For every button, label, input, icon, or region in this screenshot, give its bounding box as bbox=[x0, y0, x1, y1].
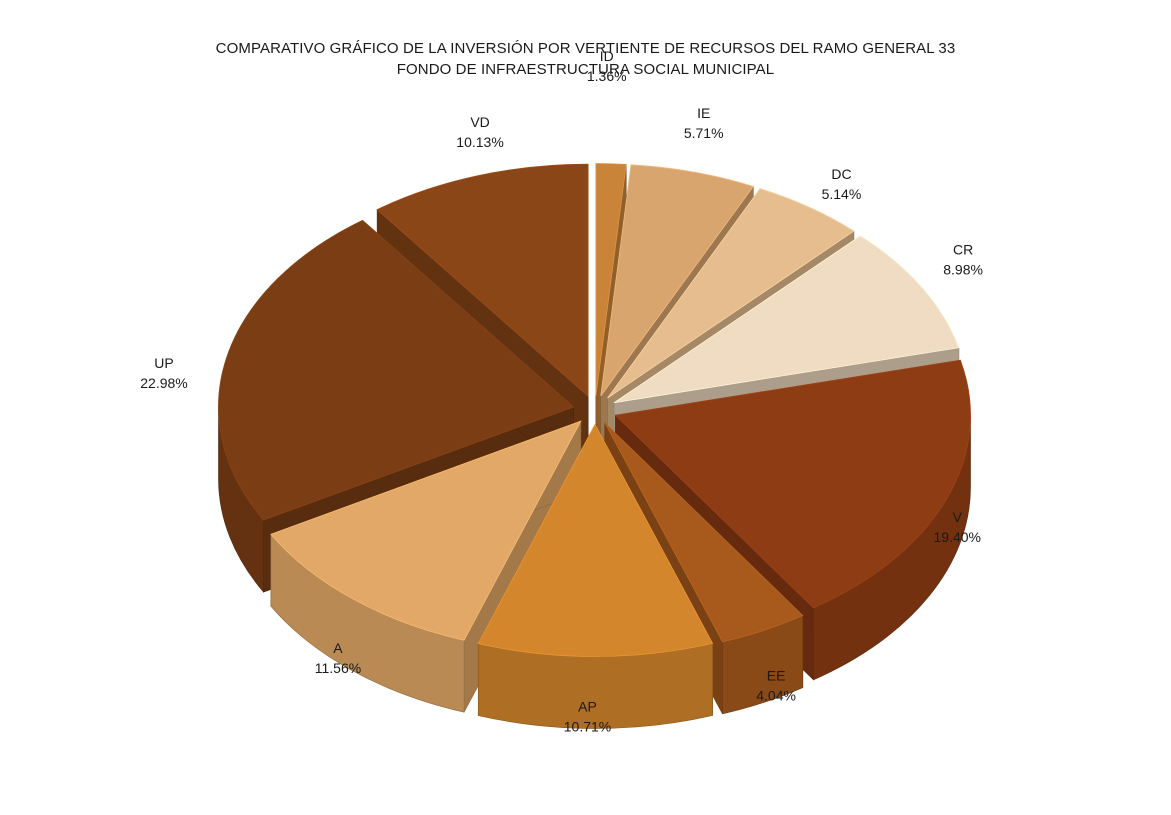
slice-dc-label: DC bbox=[831, 166, 851, 182]
slice-dc-percent: 5.14% bbox=[822, 186, 862, 202]
pie-tops bbox=[218, 163, 971, 657]
slice-up-label: UP bbox=[154, 355, 173, 371]
slice-ee-label: EE bbox=[767, 668, 786, 684]
chart-title-line1: COMPARATIVO GRÁFICO DE LA INVERSIÓN POR … bbox=[215, 40, 956, 57]
slice-ee bbox=[604, 422, 804, 643]
slice-ap-label: AP bbox=[578, 698, 597, 714]
slice-v-percent: 19.40% bbox=[934, 529, 981, 545]
slice-ie bbox=[600, 164, 754, 397]
slice-id-label: ID bbox=[600, 48, 614, 64]
slice-vd-percent: 10.13% bbox=[456, 134, 503, 150]
slice-cr-label: CR bbox=[953, 242, 973, 258]
slice-ap-percent: 10.71% bbox=[564, 718, 611, 734]
slice-up-percent: 22.98% bbox=[140, 375, 187, 391]
chart-subtitle: FONDO DE INFRAESTRUCTURA SOCIAL MUNICIPA… bbox=[396, 61, 775, 78]
slice-ee-percent: 4.04% bbox=[756, 688, 796, 704]
slice-cr bbox=[613, 235, 960, 404]
slice-vd bbox=[376, 163, 589, 398]
chart-title: COMPARATIVO GRÁFICO DE LA INVERSIÓN POR … bbox=[0, 38, 1171, 80]
slice-up bbox=[218, 219, 575, 521]
slice-a-percent: 11.56% bbox=[315, 660, 361, 676]
slice-ie-percent: 5.71% bbox=[684, 125, 724, 141]
slice-v bbox=[614, 359, 971, 609]
pie-labels: ID 1.36% IE 5.71% DC 5.14% CR 8.98% V 19.40% EE 4.0… bbox=[140, 48, 983, 735]
slice-vd-label: VD bbox=[470, 114, 489, 130]
slice-a-label: A bbox=[333, 640, 343, 656]
slice-id bbox=[595, 163, 627, 396]
slice-ie-label: IE bbox=[697, 105, 710, 121]
slice-id-percent: 1.36% bbox=[587, 68, 627, 84]
slice-a bbox=[270, 420, 582, 641]
slice-v-label: V bbox=[953, 509, 963, 525]
slice-dc bbox=[607, 188, 855, 399]
slice-ap bbox=[477, 423, 714, 657]
slice-cr-percent: 8.98% bbox=[943, 262, 983, 278]
